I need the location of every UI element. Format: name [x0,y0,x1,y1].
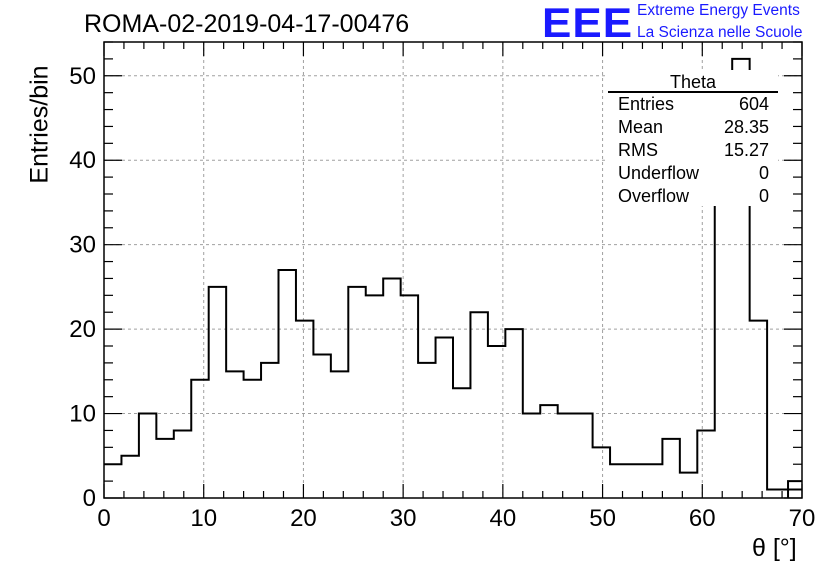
y-tick-label: 40 [69,147,96,174]
y-tick-label: 50 [69,63,96,90]
stats-row-value: 0 [759,186,769,206]
axis-ticks [103,41,803,499]
stats-row-label: Entries [618,94,674,114]
stats-row-label: Underflow [618,163,700,183]
logo-subtitle-line-1: Extreme Energy Events [637,2,800,19]
histogram-line [104,57,802,491]
y-tick-label: 10 [69,401,96,428]
eee-logo: EEE [542,0,634,47]
x-tick-label: 20 [290,505,317,532]
x-axis-label: θ [°] [752,534,797,562]
x-tick-label: 50 [589,505,616,532]
stats-title: Theta [670,72,717,92]
stats-row-value: 0 [759,163,769,183]
stats-row-value: 15.27 [724,140,769,160]
stats-row-label: Mean [618,117,663,137]
run-title: ROMA-02-2019-04-17-00476 [84,10,410,38]
x-tick-label: 40 [490,505,517,532]
x-tick-label: 10 [190,505,217,532]
stats-row-value: 28.35 [724,117,769,137]
grid-lines [104,42,802,498]
x-tick-label: 70 [789,505,816,532]
tick-labels: 0 10 20 30 40 50 60 70 0 10 20 30 40 50 [69,63,815,532]
y-tick-label: 0 [83,485,96,512]
stats-row-label: Overflow [618,186,690,206]
x-tick-label: 0 [97,505,110,532]
x-tick-label: 30 [390,505,417,532]
stats-row-label: RMS [618,140,658,160]
y-tick-label: 20 [69,316,96,343]
y-tick-label: 30 [69,232,96,259]
x-tick-label: 60 [689,505,716,532]
logo-subtitle-line-2: La Scienza nelle Scuole [637,24,803,41]
stats-row-value: 604 [739,94,769,114]
plot-border [103,41,803,499]
plot-frame [103,41,803,499]
